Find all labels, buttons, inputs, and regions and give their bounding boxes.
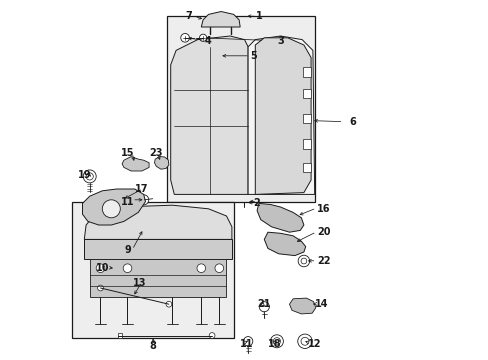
- Text: 15: 15: [121, 148, 134, 158]
- Circle shape: [301, 258, 306, 264]
- Circle shape: [199, 34, 206, 41]
- Polygon shape: [247, 36, 314, 194]
- Polygon shape: [89, 259, 226, 297]
- Circle shape: [301, 337, 308, 345]
- Text: 20: 20: [316, 227, 330, 237]
- Bar: [302, 67, 311, 77]
- Circle shape: [197, 264, 205, 273]
- Circle shape: [209, 333, 215, 338]
- Circle shape: [243, 337, 252, 346]
- Text: 21: 21: [257, 299, 270, 309]
- Text: 12: 12: [307, 339, 321, 349]
- Circle shape: [270, 335, 283, 348]
- Bar: [118, 333, 122, 338]
- Circle shape: [102, 200, 120, 218]
- Circle shape: [98, 285, 103, 291]
- Polygon shape: [82, 189, 145, 225]
- Bar: [72, 202, 233, 338]
- Polygon shape: [255, 38, 310, 194]
- Circle shape: [181, 33, 189, 42]
- Text: 11: 11: [121, 197, 134, 207]
- Circle shape: [166, 301, 171, 307]
- Text: 3: 3: [277, 36, 284, 46]
- Text: 4: 4: [204, 36, 211, 46]
- Bar: [302, 163, 311, 172]
- Text: 5: 5: [250, 51, 256, 61]
- Bar: [302, 139, 311, 149]
- Polygon shape: [84, 239, 231, 259]
- Circle shape: [83, 170, 96, 183]
- Circle shape: [215, 264, 223, 273]
- Polygon shape: [264, 232, 305, 256]
- Text: 18: 18: [268, 339, 282, 349]
- Polygon shape: [170, 36, 247, 194]
- Bar: [167, 16, 314, 202]
- Text: 2: 2: [253, 198, 260, 208]
- Text: 22: 22: [316, 256, 330, 266]
- Text: 13: 13: [133, 278, 146, 288]
- Circle shape: [86, 173, 93, 180]
- Polygon shape: [201, 12, 240, 27]
- Text: 16: 16: [316, 204, 330, 214]
- Circle shape: [139, 195, 148, 205]
- Polygon shape: [122, 157, 149, 171]
- Text: 19: 19: [78, 170, 91, 180]
- Circle shape: [259, 302, 269, 312]
- Text: 8: 8: [149, 341, 156, 351]
- Circle shape: [123, 264, 132, 273]
- Text: 11: 11: [239, 339, 252, 349]
- Circle shape: [273, 338, 280, 345]
- Text: 9: 9: [124, 245, 131, 255]
- Bar: [302, 114, 311, 123]
- Polygon shape: [84, 205, 231, 239]
- Text: 7: 7: [185, 11, 192, 21]
- Circle shape: [297, 334, 311, 348]
- Text: 1: 1: [255, 11, 262, 21]
- Circle shape: [298, 255, 309, 267]
- Text: 6: 6: [348, 117, 355, 127]
- Text: 17: 17: [135, 184, 148, 194]
- Polygon shape: [289, 298, 315, 314]
- Bar: [302, 89, 311, 98]
- Polygon shape: [257, 203, 303, 232]
- Text: 23: 23: [149, 148, 163, 158]
- Circle shape: [96, 264, 104, 273]
- Polygon shape: [154, 157, 168, 169]
- Text: 10: 10: [95, 263, 109, 273]
- Text: 14: 14: [314, 299, 328, 309]
